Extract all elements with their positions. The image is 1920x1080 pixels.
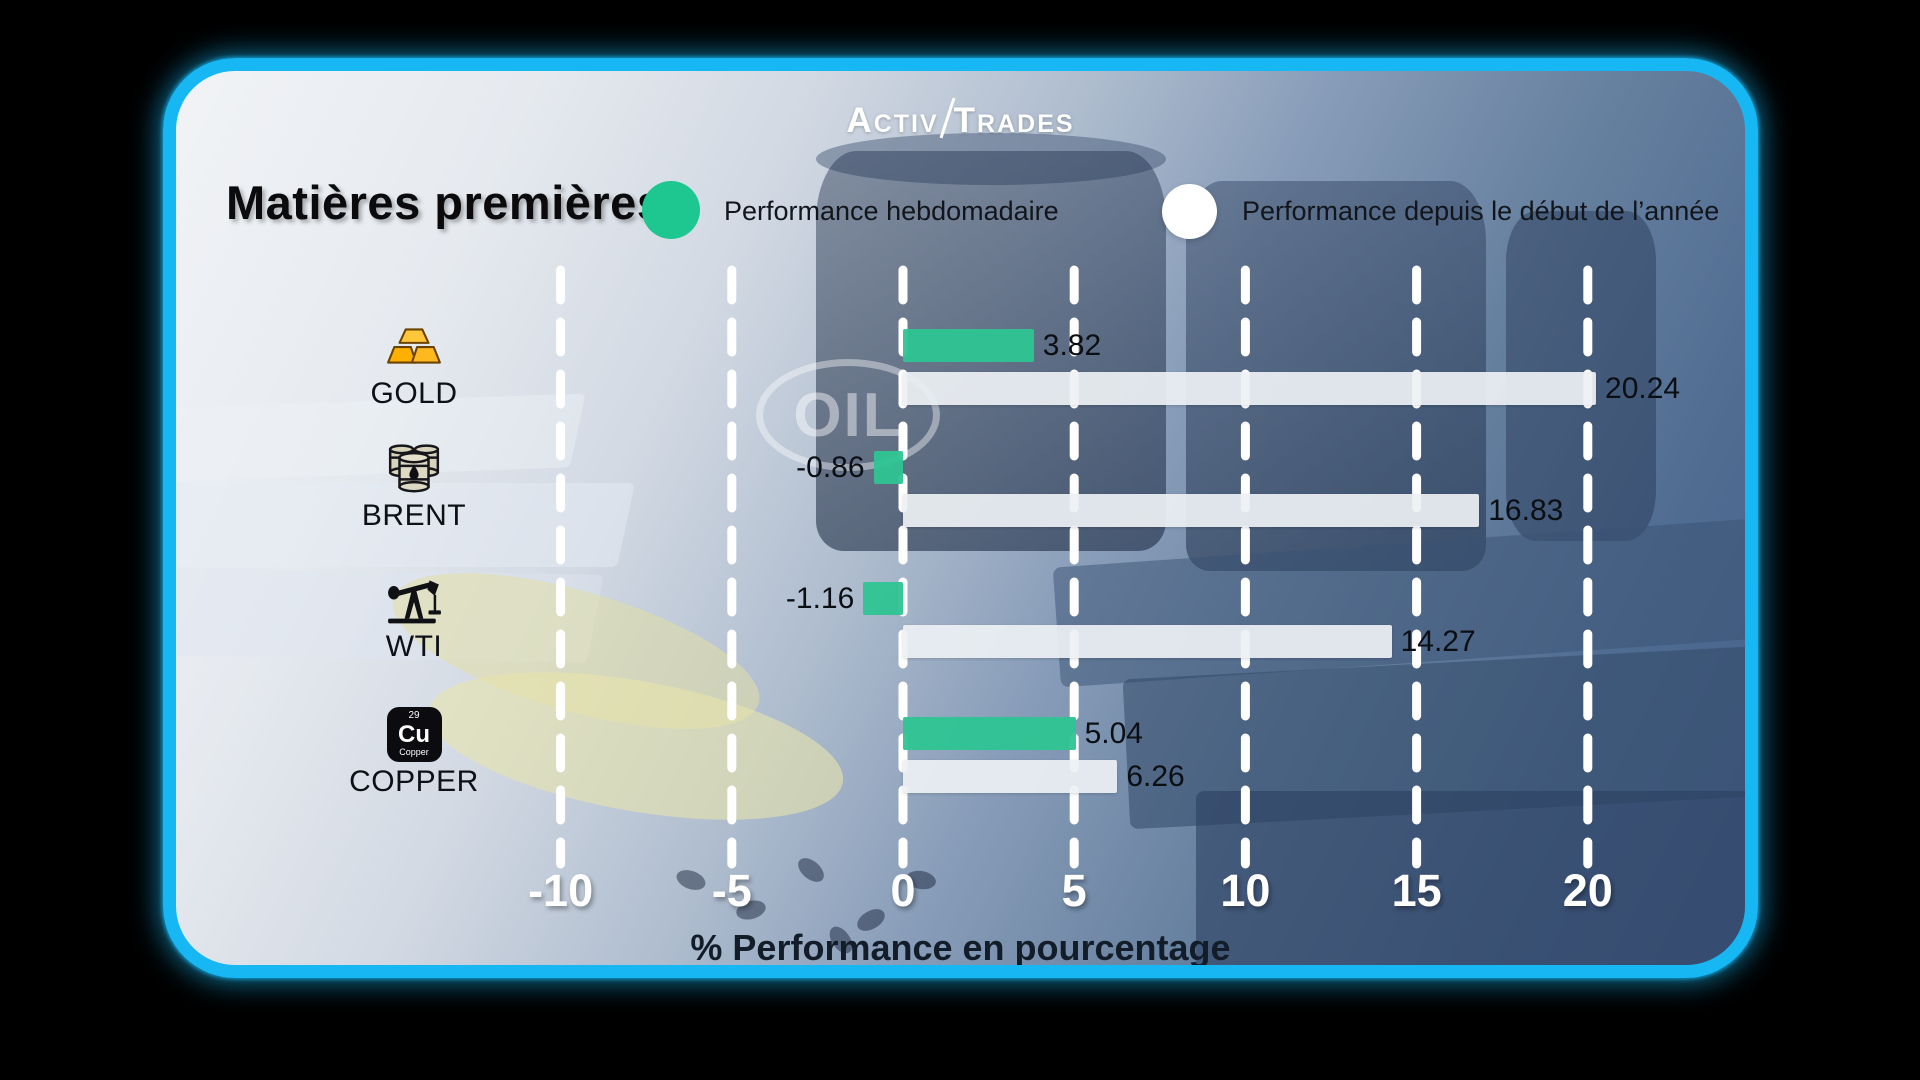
commodity-row: 29 Cu Copper COPPER 5.04 6.26 xyxy=(176,706,1745,803)
copper-element-icon: 29 Cu Copper xyxy=(386,706,442,762)
value-label: 6.26 xyxy=(1126,760,1185,793)
oil-barrels-icon xyxy=(388,444,440,493)
copper-atomic-number: 29 xyxy=(408,710,420,721)
ytd-bar-gold xyxy=(903,372,1597,405)
x-tick-label: 10 xyxy=(1220,865,1271,916)
page-title: Matières premières xyxy=(226,176,664,229)
commodity-label: WTI xyxy=(385,630,443,663)
commodity-label: GOLD xyxy=(370,377,458,410)
value-label: 16.83 xyxy=(1488,494,1564,527)
commodity-icon xyxy=(331,439,497,497)
value-label: 3.82 xyxy=(1042,329,1102,362)
x-tick-label: 0 xyxy=(890,865,916,916)
commodity-row: BRENT -0.86 16.83 xyxy=(176,444,1745,537)
commodity-row: WTI -1.16 14.27 xyxy=(176,580,1745,668)
ytd-bar-copper xyxy=(903,760,1118,793)
x-axis-title: % Performance en pourcentage xyxy=(690,927,1231,968)
ytd-bar-wti xyxy=(903,625,1392,658)
commodity-label: COPPER xyxy=(349,765,479,798)
legend-label-weekly: Performance hebdomadaire xyxy=(724,196,1059,226)
commodity-row: GOLD 3.82 20.24 xyxy=(176,328,1745,415)
value-label: 20.24 xyxy=(1605,372,1681,405)
weekly-bar-wti xyxy=(863,582,903,615)
weekly-bar-brent xyxy=(873,451,903,484)
copper-symbol: Cu xyxy=(398,721,430,748)
ytd-bar-brent xyxy=(903,494,1480,527)
value-label: -1.16 xyxy=(785,582,855,615)
legend-dot-ytd xyxy=(1162,184,1217,239)
x-tick-label: 20 xyxy=(1562,865,1613,916)
pump-jack-icon xyxy=(388,580,441,624)
infographic-card: OIL ACTIV TRADES Matières premières Perf… xyxy=(163,58,1758,978)
gold-bars-icon xyxy=(387,328,441,364)
x-tick-label: 15 xyxy=(1391,865,1442,916)
plot-area: -10 -5 0 5 10 15 20 GOLD 3.82 20.24 xyxy=(176,71,1745,965)
legend-dot-weekly xyxy=(642,181,700,239)
commodity-icon xyxy=(331,570,497,628)
value-label: 5.04 xyxy=(1084,717,1143,750)
copper-name: Copper xyxy=(399,747,429,757)
commodity-label: BRENT xyxy=(361,499,467,532)
activtrades-logo: ACTIV TRADES xyxy=(176,97,1745,139)
value-label: 14.27 xyxy=(1400,625,1476,658)
logo-word-activ: ACTIV xyxy=(846,101,939,140)
legend-label-ytd: Performance depuis le début de l’année xyxy=(1242,196,1720,226)
value-label: -0.86 xyxy=(796,451,865,484)
weekly-bar-copper xyxy=(903,717,1076,750)
commodity-icon xyxy=(331,317,497,375)
commodity-icon: 29 Cu Copper xyxy=(331,705,497,763)
logo-word-trades: TRADES xyxy=(953,101,1075,140)
x-tick-label: -10 xyxy=(528,865,594,916)
x-tick-label: 5 xyxy=(1061,865,1087,916)
x-tick-label: -5 xyxy=(711,865,752,916)
weekly-bar-gold xyxy=(903,329,1034,362)
